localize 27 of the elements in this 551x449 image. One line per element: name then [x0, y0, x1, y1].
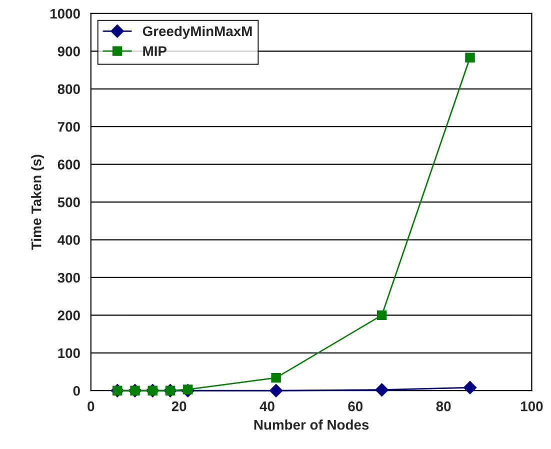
- y-tick-label: 900: [58, 46, 80, 56]
- x-axis-title: Number of Nodes: [254, 420, 369, 430]
- point: [375, 383, 388, 396]
- y-tick-label: 300: [58, 272, 80, 283]
- x-tick-label: 100: [521, 401, 543, 412]
- y-tick-label: 1000: [50, 8, 80, 19]
- y-tick-label: 500: [58, 197, 80, 208]
- legend-label: MIP: [143, 46, 167, 56]
- y-tick-label: 600: [58, 160, 80, 170]
- x-tick-label: 80: [436, 401, 451, 412]
- x-tick-label: 20: [172, 401, 186, 412]
- y-tick-label: 0: [73, 386, 80, 396]
- point: [463, 381, 477, 394]
- x-tick-label: 40: [260, 401, 274, 412]
- y-tick-label: 400: [58, 235, 80, 245]
- y-tick-label: 700: [58, 122, 80, 132]
- x-tick-label: 0: [88, 401, 94, 412]
- point: [269, 384, 283, 398]
- y-tick-label: 800: [58, 84, 80, 94]
- y-tick-label: 100: [58, 348, 80, 358]
- point: [271, 372, 281, 383]
- point: [376, 310, 387, 320]
- legend-label: GreedyMinMaxM: [142, 26, 252, 39]
- y-axis-title: Time Taken (s): [31, 154, 44, 250]
- point: [465, 52, 475, 62]
- y-tick-label: 200: [58, 310, 80, 320]
- x-tick-label: 60: [348, 401, 363, 412]
